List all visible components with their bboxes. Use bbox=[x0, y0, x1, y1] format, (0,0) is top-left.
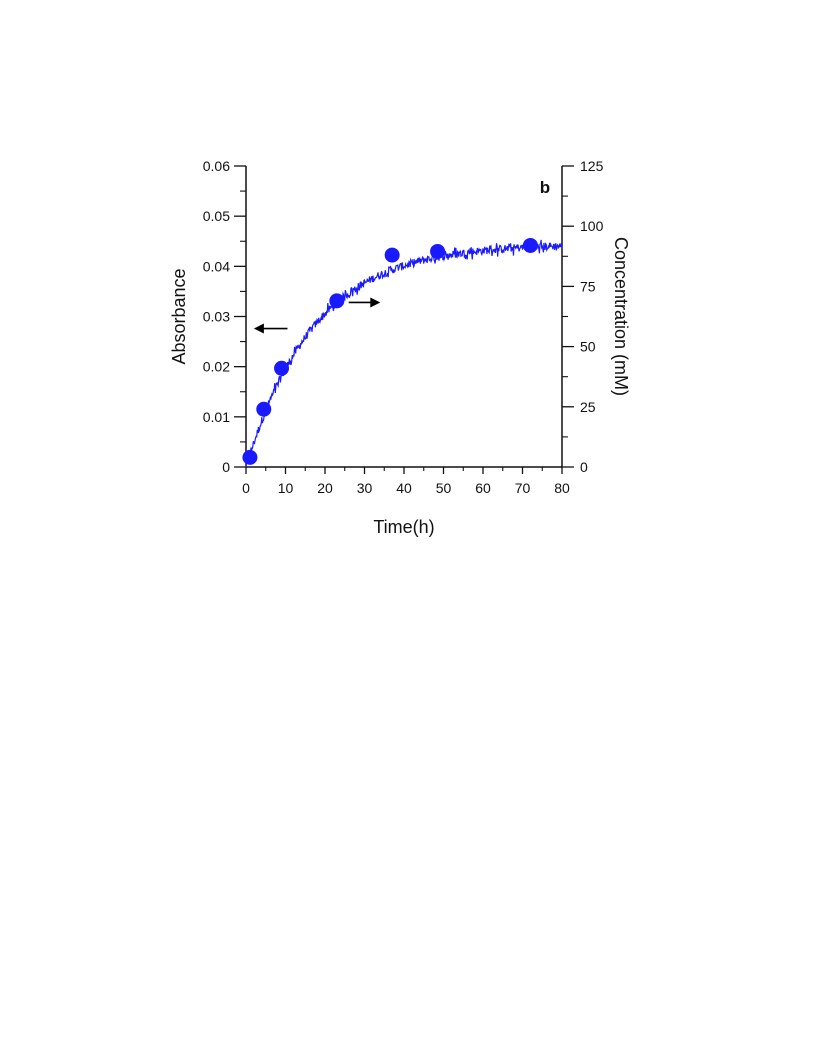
y-left-tick-label: 0.03 bbox=[203, 309, 230, 325]
x-tick-label: 70 bbox=[515, 480, 531, 496]
x-tick-label: 80 bbox=[554, 480, 570, 496]
concentration-point bbox=[430, 243, 446, 259]
y-left-tick-label: 0.04 bbox=[203, 258, 230, 274]
concentration-point bbox=[242, 449, 258, 465]
concentration-point bbox=[384, 247, 400, 263]
y-axis-left-title: Absorbance bbox=[169, 268, 189, 364]
y-left-tick-label: 0.02 bbox=[203, 359, 230, 375]
arrow-right-axis bbox=[348, 297, 381, 308]
panel-label: b bbox=[540, 178, 550, 197]
series-group bbox=[242, 237, 563, 468]
y-left-tick-label: 0.06 bbox=[203, 158, 230, 174]
x-axis-title: Time(h) bbox=[373, 517, 434, 537]
annotations-group bbox=[253, 297, 381, 334]
y-right-tick-label: 75 bbox=[580, 278, 596, 294]
arrow-left-axis bbox=[253, 323, 288, 334]
y-left-tick-label: 0.01 bbox=[203, 409, 230, 425]
concentration-point bbox=[329, 293, 345, 309]
concentration-point bbox=[274, 360, 290, 376]
axes-group bbox=[245, 166, 563, 468]
x-tick-label: 30 bbox=[357, 480, 373, 496]
ticks-group: 0 10 20 30 40 50 60 70 80 0 0.01 0.02 0.03 0.04 0.05 0.… bbox=[203, 158, 604, 496]
y-right-tick-label: 25 bbox=[580, 399, 596, 415]
absorbance-line bbox=[245, 239, 563, 468]
y-right-tick-label: 50 bbox=[580, 339, 596, 355]
x-tick-label: 20 bbox=[317, 480, 333, 496]
x-tick-label: 60 bbox=[475, 480, 491, 496]
arrow-head bbox=[370, 297, 381, 308]
x-tick-label: 0 bbox=[242, 480, 250, 496]
arrow-head bbox=[253, 323, 264, 334]
y-axis-right-title: Concentration (mM) bbox=[611, 237, 631, 396]
y-right-tick-label: 125 bbox=[580, 158, 604, 174]
y-right-tick-label: 100 bbox=[580, 218, 604, 234]
y-left-tick-label: 0 bbox=[222, 459, 230, 475]
concentration-point bbox=[256, 401, 272, 417]
x-tick-label: 50 bbox=[436, 480, 452, 496]
x-tick-label: 40 bbox=[396, 480, 412, 496]
x-tick-label: 10 bbox=[278, 480, 294, 496]
concentration-point bbox=[522, 237, 538, 253]
y-right-tick-label: 0 bbox=[580, 459, 588, 475]
y-left-tick-label: 0.05 bbox=[203, 208, 230, 224]
